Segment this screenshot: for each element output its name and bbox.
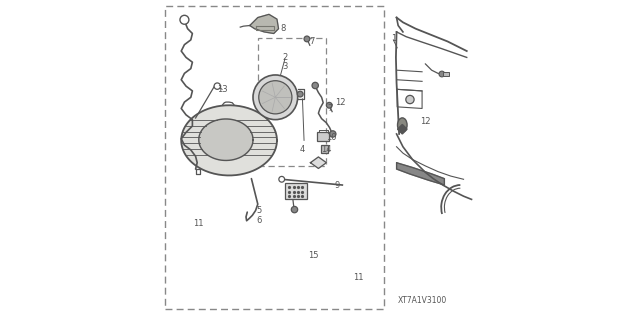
Text: XT7A1V3100: XT7A1V3100 bbox=[397, 296, 447, 305]
Circle shape bbox=[298, 91, 303, 97]
Text: 14: 14 bbox=[321, 145, 332, 154]
Text: 5: 5 bbox=[257, 206, 262, 215]
Text: 9: 9 bbox=[335, 181, 340, 189]
Bar bbox=[443, 72, 449, 76]
Polygon shape bbox=[397, 124, 407, 134]
Text: 13: 13 bbox=[218, 85, 228, 94]
Text: 15: 15 bbox=[308, 251, 319, 260]
Circle shape bbox=[259, 81, 292, 114]
Circle shape bbox=[214, 83, 220, 89]
Text: 8: 8 bbox=[280, 24, 286, 33]
Text: 1: 1 bbox=[391, 34, 396, 43]
Polygon shape bbox=[397, 163, 444, 185]
Bar bbox=[285, 183, 307, 199]
Bar bbox=[317, 132, 329, 141]
Circle shape bbox=[304, 36, 310, 42]
Bar bbox=[165, 6, 384, 309]
Circle shape bbox=[253, 75, 298, 120]
Circle shape bbox=[439, 71, 445, 77]
Text: 6: 6 bbox=[257, 216, 262, 225]
Ellipse shape bbox=[397, 118, 407, 132]
Circle shape bbox=[406, 95, 414, 104]
Text: 11: 11 bbox=[353, 273, 364, 282]
Text: 12: 12 bbox=[335, 98, 346, 107]
Text: 2: 2 bbox=[282, 53, 287, 62]
Text: 12: 12 bbox=[420, 117, 431, 126]
Circle shape bbox=[312, 82, 319, 89]
Bar bbox=[258, 38, 326, 166]
Text: 7: 7 bbox=[327, 104, 332, 113]
Polygon shape bbox=[199, 119, 253, 160]
Circle shape bbox=[326, 102, 332, 108]
Circle shape bbox=[291, 206, 298, 213]
Circle shape bbox=[279, 176, 285, 182]
Text: 4: 4 bbox=[300, 145, 305, 154]
Polygon shape bbox=[250, 14, 278, 33]
Circle shape bbox=[180, 15, 189, 24]
Bar bbox=[321, 145, 328, 153]
Polygon shape bbox=[181, 105, 277, 175]
Polygon shape bbox=[310, 157, 326, 168]
Text: 7: 7 bbox=[309, 37, 315, 46]
Text: 3: 3 bbox=[282, 63, 287, 71]
Text: 11: 11 bbox=[193, 219, 204, 228]
Circle shape bbox=[330, 131, 336, 137]
Text: 10: 10 bbox=[326, 133, 337, 142]
